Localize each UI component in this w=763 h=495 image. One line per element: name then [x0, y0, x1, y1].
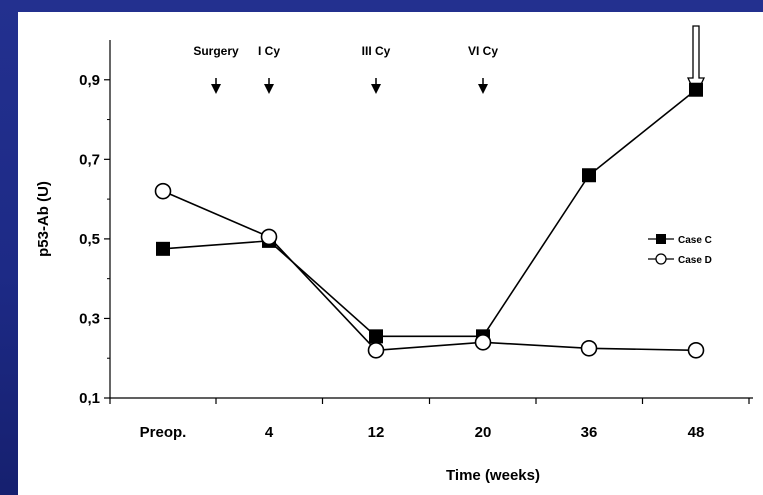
data-point-square	[369, 329, 383, 344]
annotation-label: VI Cy	[468, 44, 498, 58]
x-tick-label: 36	[581, 424, 598, 441]
x-tick-label: 20	[475, 424, 492, 441]
data-point-square	[689, 82, 703, 97]
chart-svg: 0,1 0,3 0,5 0,7 0,9 Preop. 4 12 20 36 48 Time (week…	[35, 25, 753, 484]
x-tick-label: 12	[368, 424, 385, 441]
y-tick-label: 0,9	[79, 72, 100, 89]
x-axis-label: Time (weeks)	[446, 467, 540, 484]
annotation-arrow-icon	[478, 84, 488, 94]
data-point-square	[156, 241, 170, 256]
legend-label: Case D	[678, 255, 712, 266]
data-point-circle	[154, 182, 172, 200]
data-point-circle	[580, 339, 598, 357]
y-axis-label: p53-Ab (U)	[35, 181, 52, 257]
legend-square-marker	[656, 234, 666, 244]
y-tick-label: 0,7	[79, 151, 100, 168]
series-line-case-c	[162, 89, 697, 338]
annotation-arrow-icon	[371, 84, 381, 94]
annotation-label: III Cy	[362, 44, 391, 58]
data-point-circle	[474, 334, 492, 351]
y-tick-label: 0,1	[79, 390, 100, 407]
annotation-label: Surgery	[193, 44, 239, 58]
y-tick-label: 0,3	[79, 310, 100, 327]
annotation-arrow-icon	[264, 84, 274, 94]
legend-label: Case C	[678, 235, 712, 246]
data-point-circle	[687, 341, 705, 359]
data-point-square	[582, 168, 596, 183]
series-line-case-d	[162, 190, 697, 352]
x-tick-label: Preop.	[140, 424, 187, 441]
data-point-circle	[367, 341, 385, 359]
data-point-circle	[260, 228, 278, 246]
chart-panel: 0,1 0,3 0,5 0,7 0,9 Preop. 4 12 20 36 48 Time (week…	[18, 12, 763, 495]
x-tick-label: 48	[688, 424, 705, 441]
annotation-label: I Cy	[258, 44, 280, 58]
legend-circle-marker	[655, 253, 667, 265]
y-tick-label: 0,5	[79, 231, 100, 248]
annotation-arrow-icon	[211, 84, 221, 94]
x-tick-label: 4	[265, 424, 274, 441]
